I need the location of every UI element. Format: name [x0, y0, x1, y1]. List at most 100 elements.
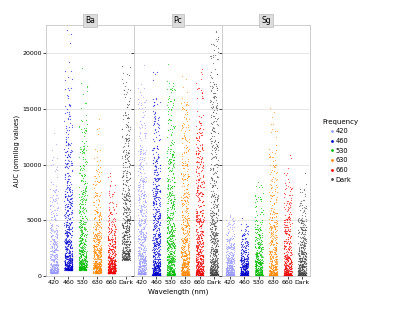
Point — [257, 240, 264, 245]
Point — [68, 263, 75, 268]
Point — [54, 262, 61, 267]
Point — [109, 259, 116, 264]
Point — [123, 233, 130, 238]
Point — [210, 193, 216, 198]
Point — [255, 242, 261, 247]
Point — [182, 219, 189, 224]
Point — [282, 259, 288, 264]
Point — [208, 222, 214, 227]
Point — [254, 241, 261, 246]
Point — [238, 255, 244, 260]
Point — [253, 273, 259, 278]
Point — [155, 263, 161, 268]
Point — [180, 261, 186, 266]
Point — [301, 209, 308, 214]
Point — [172, 228, 178, 233]
Point — [79, 215, 86, 220]
Point — [223, 254, 229, 259]
Point — [227, 263, 234, 268]
Point — [80, 245, 86, 250]
Point — [240, 242, 246, 247]
Point — [140, 193, 147, 198]
Point — [108, 193, 115, 198]
Point — [168, 185, 174, 190]
Point — [273, 228, 280, 233]
Point — [126, 251, 132, 256]
Point — [67, 267, 73, 272]
Point — [50, 254, 57, 259]
Point — [211, 247, 218, 252]
Point — [196, 160, 202, 165]
Point — [259, 257, 266, 262]
Point — [52, 266, 59, 271]
Point — [49, 228, 55, 233]
Point — [153, 252, 159, 257]
Point — [208, 272, 215, 277]
Point — [105, 268, 112, 273]
Point — [92, 259, 98, 264]
Point — [181, 236, 187, 241]
Point — [122, 83, 128, 88]
Point — [97, 233, 103, 238]
Point — [151, 273, 157, 278]
Point — [54, 244, 60, 249]
Point — [119, 254, 126, 259]
Point — [124, 228, 130, 233]
Point — [183, 267, 190, 272]
Point — [195, 259, 202, 264]
Point — [241, 262, 247, 267]
Point — [296, 263, 302, 268]
Point — [281, 255, 287, 260]
Point — [53, 242, 60, 247]
Point — [164, 268, 170, 273]
Point — [258, 218, 265, 223]
Point — [295, 218, 301, 223]
Point — [180, 257, 186, 262]
Point — [138, 269, 144, 274]
Point — [242, 272, 248, 277]
Point — [168, 239, 174, 244]
Point — [230, 257, 236, 262]
Point — [108, 267, 114, 272]
Point — [97, 254, 103, 259]
Point — [186, 173, 192, 178]
Point — [302, 252, 308, 257]
Point — [269, 272, 275, 277]
Point — [93, 176, 99, 181]
Point — [225, 246, 232, 251]
Point — [180, 261, 187, 266]
Point — [284, 269, 291, 274]
Point — [66, 254, 73, 259]
Point — [213, 233, 220, 238]
Point — [258, 272, 265, 277]
Point — [213, 146, 220, 151]
Point — [226, 263, 232, 268]
Point — [172, 209, 178, 214]
Point — [126, 225, 133, 230]
Point — [194, 258, 201, 263]
Point — [50, 217, 57, 222]
Point — [111, 267, 117, 272]
Point — [97, 267, 103, 272]
Point — [181, 191, 187, 196]
Point — [109, 270, 116, 275]
Point — [164, 238, 170, 243]
Point — [240, 258, 246, 263]
Point — [228, 272, 235, 277]
Point — [184, 138, 190, 143]
Point — [67, 267, 74, 272]
Point — [120, 169, 127, 174]
Point — [94, 266, 100, 271]
Point — [211, 236, 217, 241]
Point — [78, 220, 84, 225]
Point — [194, 246, 200, 251]
Point — [80, 249, 86, 254]
Point — [223, 268, 229, 273]
Point — [242, 266, 248, 271]
Point — [168, 192, 175, 198]
Point — [209, 246, 215, 251]
Point — [166, 269, 173, 274]
Point — [120, 254, 126, 259]
Point — [69, 251, 76, 256]
Point — [179, 261, 186, 266]
